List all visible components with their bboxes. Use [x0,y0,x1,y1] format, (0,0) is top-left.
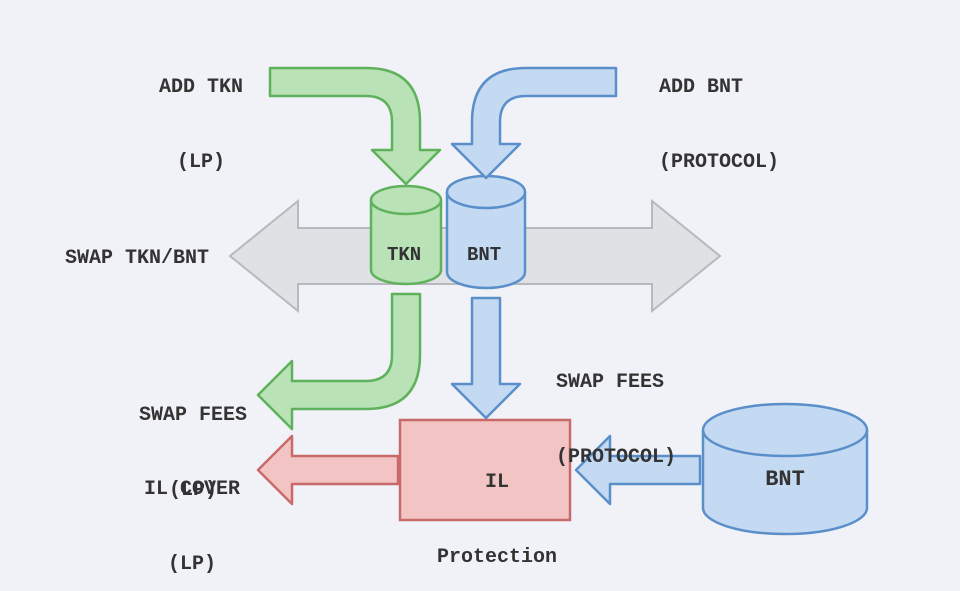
label-bnt-large: BNT [703,466,867,494]
label-il-cover-l2: (LP) [144,553,216,576]
bnt-cylinder [447,176,525,288]
label-swap: SWAP TKN/BNT [65,246,209,271]
label-swap-fees-proto-l2: (PROTOCOL) [556,446,676,469]
label-add-tkn: ADD TKN (LP) [135,50,243,175]
label-swap-fees-lp-l1: SWAP FEES [139,404,247,427]
label-il-protection-l2: Protection [437,546,557,569]
swap-fees-proto-arrow [452,298,520,418]
label-il-protection: IL Protection [400,445,570,570]
label-il-protection-l1: IL [485,471,509,494]
add-bnt-arrow [452,68,616,178]
label-il-cover-l1: IL COVER [144,478,240,501]
tkn-cylinder [371,186,441,284]
label-bnt-cyl: BNT [467,244,501,268]
label-add-bnt-l2: (PROTOCOL) [659,151,779,174]
label-tkn-cyl: TKN [387,244,421,268]
diagram-stage: { "colors": { "green_fill": "#b9e2b6", "… [0,0,960,591]
label-il-cover: IL COVER (LP) [120,452,240,577]
label-swap-fees-proto-l1: SWAP FEES [556,371,664,394]
add-tkn-arrow [270,68,440,184]
il-cover-arrow [258,436,398,504]
swap-fees-lp-arrow [258,294,420,429]
label-add-bnt: ADD BNT (PROTOCOL) [635,50,779,175]
label-add-tkn-l2: (LP) [159,151,225,174]
label-add-bnt-l1: ADD BNT [659,76,743,99]
label-add-tkn-l1: ADD TKN [159,76,243,99]
